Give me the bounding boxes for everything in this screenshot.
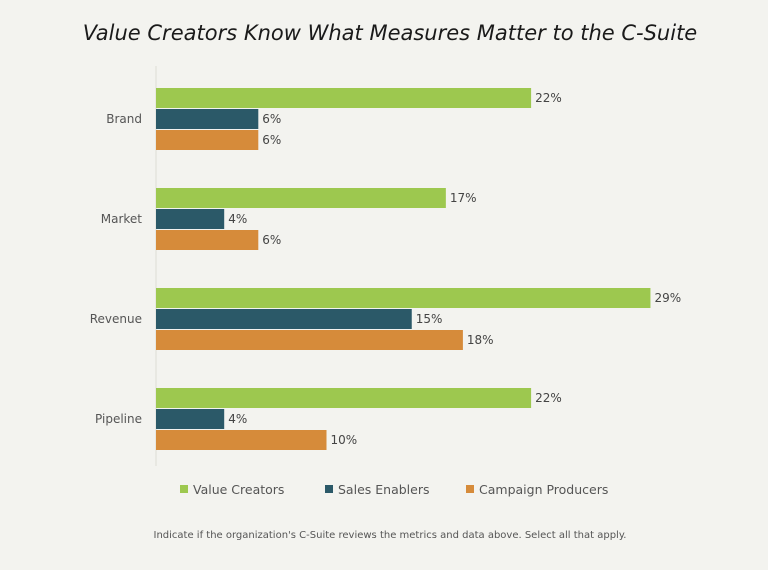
bar xyxy=(156,109,259,129)
data-label: 17% xyxy=(450,191,477,205)
category-label: Brand xyxy=(106,112,142,126)
data-label: 18% xyxy=(467,333,494,347)
legend-swatch xyxy=(466,485,474,493)
data-label: 6% xyxy=(262,133,281,147)
data-label: 6% xyxy=(262,112,281,126)
bar xyxy=(156,309,412,329)
data-label: 4% xyxy=(228,212,247,226)
data-label: 22% xyxy=(535,91,562,105)
bar xyxy=(156,130,259,150)
bar xyxy=(156,409,225,429)
data-label: 4% xyxy=(228,412,247,426)
footnote: Indicate if the organization's C-Suite r… xyxy=(154,530,627,541)
bar xyxy=(156,388,532,408)
chart-title: Value Creators Know What Measures Matter… xyxy=(83,21,697,45)
bar xyxy=(156,330,463,350)
bar xyxy=(156,209,225,229)
bar xyxy=(156,88,532,108)
legend-swatch xyxy=(325,485,333,493)
bar xyxy=(156,430,327,450)
category-label: Revenue xyxy=(90,312,142,326)
category-label: Pipeline xyxy=(95,412,142,426)
legend-swatch xyxy=(180,485,188,493)
data-label: 22% xyxy=(535,391,562,405)
bar xyxy=(156,230,259,250)
bar xyxy=(156,288,651,308)
data-label: 29% xyxy=(654,291,681,305)
data-label: 6% xyxy=(262,233,281,247)
data-label: 10% xyxy=(331,433,358,447)
data-label: 15% xyxy=(416,312,443,326)
legend-label: Sales Enablers xyxy=(338,482,429,497)
category-label: Market xyxy=(101,212,143,226)
bar xyxy=(156,188,446,208)
legend-label: Value Creators xyxy=(193,482,284,497)
legend-label: Campaign Producers xyxy=(479,482,608,497)
